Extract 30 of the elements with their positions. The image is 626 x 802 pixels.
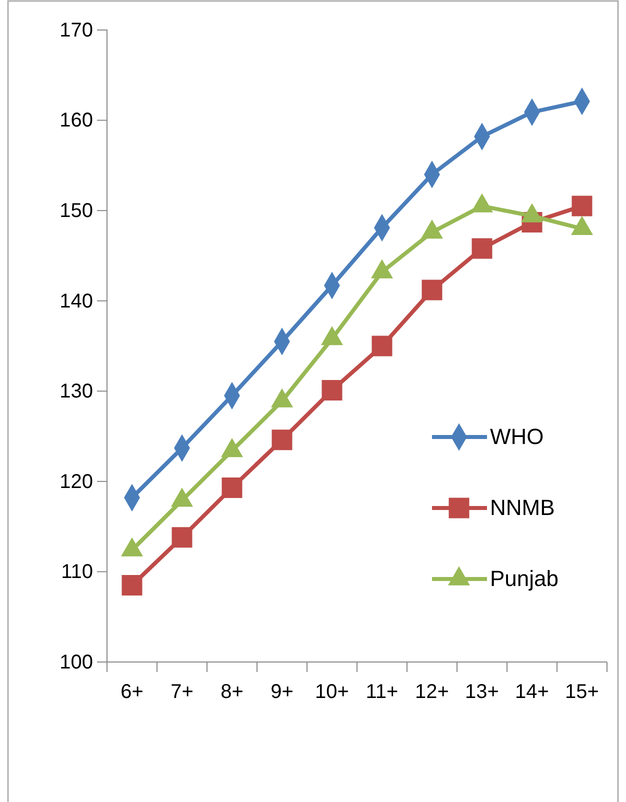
point (472, 238, 492, 259)
y-tick-label: 140 (60, 290, 93, 312)
y-tick-label: 120 (60, 470, 93, 493)
y-tick-label: 130 (60, 380, 93, 403)
y-tick-label: 160 (60, 110, 93, 132)
x-tick-label: 9+ (270, 681, 294, 704)
x-tick-label: 11+ (366, 681, 398, 704)
y-tick-label: 170 (60, 19, 93, 42)
x-tick-label: 15+ (565, 681, 599, 704)
x-tick-label: 12+ (415, 681, 449, 704)
x-tick-label: 8+ (220, 681, 244, 704)
y-tick-label: 110 (61, 561, 93, 584)
point (172, 527, 192, 548)
x-tick-label: 13+ (465, 681, 499, 704)
point (122, 575, 142, 596)
point (572, 196, 592, 216)
x-tick-label: 7+ (170, 681, 194, 704)
legend-label: NNMB (490, 495, 555, 520)
legend-label: WHO (490, 424, 544, 449)
point (272, 430, 292, 450)
x-tick-label: 14+ (515, 681, 549, 704)
y-tick-label: 100 (60, 651, 93, 674)
legend-label: Punjab (490, 566, 559, 591)
x-tick-label: 10+ (315, 681, 349, 704)
point (372, 336, 392, 356)
point (422, 280, 442, 300)
point (222, 478, 242, 498)
x-tick-label: 6+ (120, 681, 144, 704)
y-tick-label: 150 (60, 200, 93, 222)
point (322, 380, 342, 400)
